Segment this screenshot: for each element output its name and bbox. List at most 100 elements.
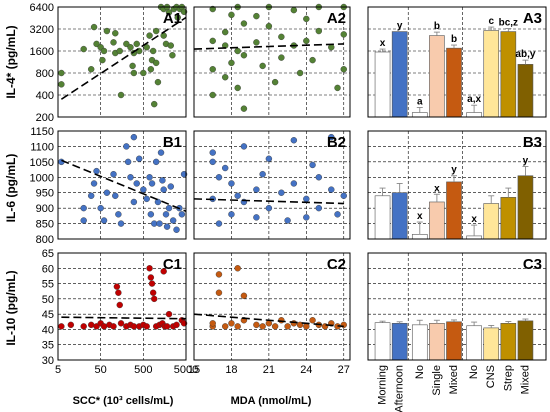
data-point [127, 44, 134, 51]
bar [429, 323, 445, 361]
data-point [156, 220, 163, 227]
data-point [165, 310, 173, 318]
data-point [148, 280, 156, 287]
y-tick-label: 50 [42, 294, 54, 306]
data-point [309, 317, 316, 324]
x-tick-label: 500 [134, 364, 152, 376]
data-point [167, 183, 174, 190]
data-point [90, 23, 98, 31]
data-point [130, 198, 138, 206]
data-point [80, 204, 87, 212]
plot-frame [367, 252, 547, 361]
panel-C3: Morning Afternoon No Single Mixed No CNS Strep M… [367, 252, 547, 412]
data-point [133, 180, 140, 187]
data-point [253, 39, 260, 46]
data-point [315, 204, 322, 212]
data-point [234, 192, 241, 200]
category-label: Morning [377, 365, 389, 405]
data-point [259, 170, 266, 178]
data-point [163, 323, 171, 330]
data-point [209, 158, 216, 166]
category-label: Strep [502, 365, 514, 391]
significance-letter: y [397, 21, 403, 32]
data-point [284, 217, 291, 224]
data-point [259, 323, 266, 330]
data-point [240, 105, 248, 112]
category-label: CNS [485, 365, 497, 388]
data-point [296, 69, 304, 77]
data-point [215, 174, 223, 181]
data-point [90, 180, 98, 187]
category-label: Mixed [448, 365, 460, 394]
bar [517, 320, 534, 361]
category-label: Mixed [519, 365, 531, 394]
data-point [221, 164, 229, 172]
data-point [215, 289, 223, 296]
ylabel-B: IL-6 (pg/mL) [4, 154, 18, 223]
data-point [135, 155, 143, 162]
data-point [151, 295, 158, 303]
significance-letter: b [451, 34, 457, 45]
data-point [152, 59, 160, 67]
panel-label: A3 [523, 10, 542, 27]
x-tick-label: 5000 [174, 364, 198, 376]
data-point [173, 321, 180, 329]
data-point [110, 170, 117, 178]
data-point [221, 28, 229, 36]
data-point [147, 66, 155, 73]
data-point [146, 174, 153, 181]
data-point [296, 321, 304, 329]
data-point [167, 42, 174, 49]
y-tick-label: 900 [36, 203, 54, 215]
bar [391, 192, 408, 240]
significance-letter: a [417, 96, 423, 107]
data-point [143, 44, 150, 51]
data-point [315, 174, 322, 181]
significance-letter: c [488, 16, 494, 27]
x-tick-label: 15 [188, 364, 200, 376]
data-point [130, 69, 138, 77]
data-point [209, 149, 216, 156]
panel-A3: xy a bb a,x c bc,z ab,y A3 [367, 6, 547, 118]
ylabel-C: IL-10 (pg/mL) [4, 270, 18, 345]
plot-frame [193, 130, 351, 240]
data-point [115, 289, 122, 296]
data-point [334, 84, 341, 92]
data-point [124, 158, 132, 166]
y-tick-label: 1050 [30, 157, 54, 169]
data-point [265, 204, 273, 212]
data-point [290, 6, 298, 14]
y-tick-label: 1100 [30, 141, 54, 153]
bar [391, 31, 408, 118]
panel-label: A1 [163, 10, 182, 27]
panel-label: C1 [163, 256, 182, 273]
significance-letter: b [434, 21, 440, 32]
data-point [221, 74, 229, 81]
x-tick-label: 18 [225, 364, 237, 376]
y-tick-label: 35 [42, 340, 54, 352]
data-point [103, 27, 111, 35]
panel-label: B2 [327, 134, 346, 151]
data-point [117, 320, 125, 327]
data-point [340, 192, 347, 200]
data-point [112, 192, 119, 200]
data-point [130, 323, 138, 330]
data-point [149, 47, 157, 55]
panel-A1: 200 400 800 1600 3200 6400 A1 [30, 2, 188, 124]
data-point [328, 133, 335, 141]
data-point [253, 321, 260, 329]
data-point [303, 15, 310, 23]
data-point [149, 289, 157, 296]
data-point [97, 204, 104, 212]
data-point [88, 66, 95, 73]
data-point [259, 62, 266, 70]
data-point [209, 320, 216, 327]
y-tick-label: 200 [36, 112, 54, 124]
data-point [228, 211, 235, 218]
data-point [228, 11, 235, 19]
data-point [58, 69, 65, 77]
data-point [117, 91, 125, 99]
y-tick-label: 30 [42, 355, 54, 367]
data-point [209, 66, 216, 73]
